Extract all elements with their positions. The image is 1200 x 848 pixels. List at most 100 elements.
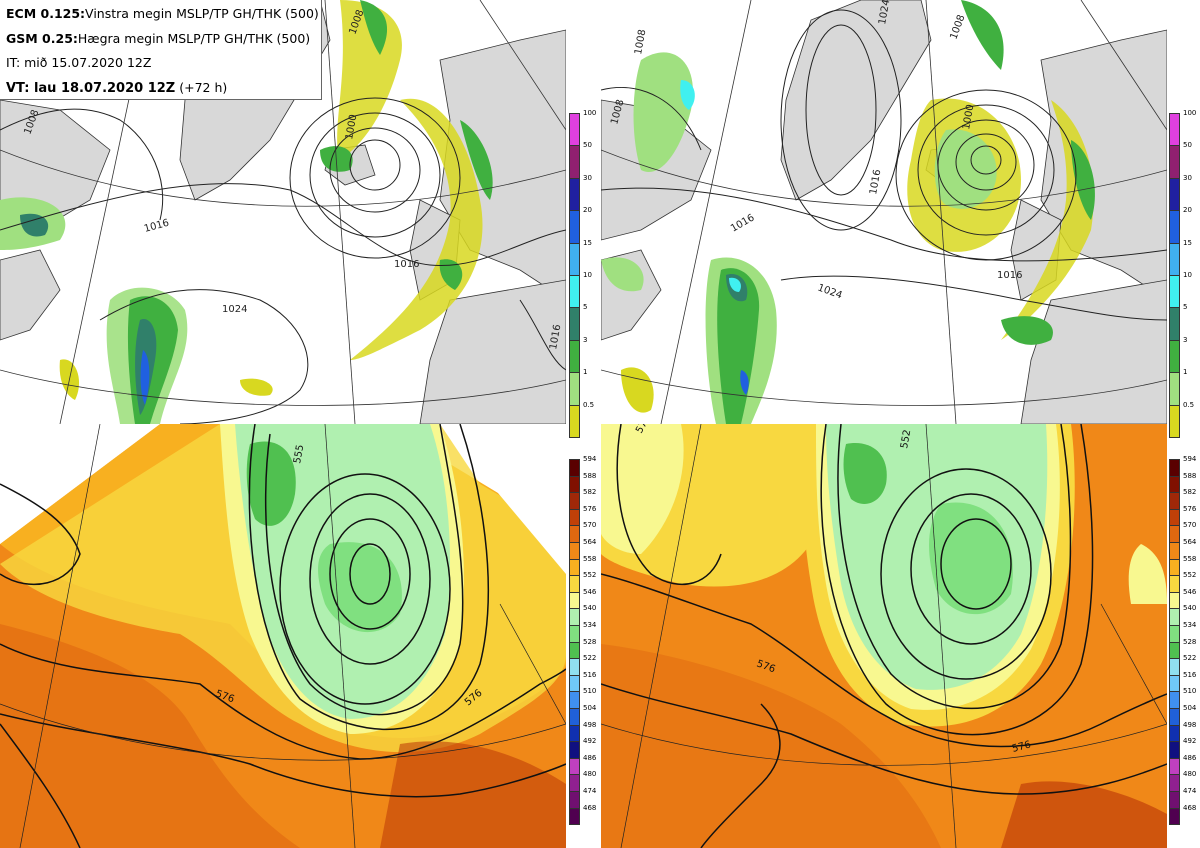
colorbar-label: 1	[1183, 368, 1188, 377]
bottom-right-thickness-map: 552 576 576 576	[601, 424, 1167, 848]
colorbar-label: 15	[583, 238, 592, 247]
colorbar-swatch	[569, 339, 580, 374]
isobar-label: 1000	[961, 104, 976, 131]
precip-colorbar-right: 100 50 30 20 15 10 5 3 1 0.5	[1169, 109, 1199, 438]
colorbar-label: 480	[583, 770, 597, 779]
colorbar-label: 528	[1183, 637, 1197, 646]
colorbar-swatch	[1169, 591, 1180, 610]
colorbar-swatch	[569, 807, 580, 826]
thickness-contour-label: 576	[634, 424, 653, 436]
colorbar-label: 540	[583, 604, 597, 613]
colorbar-swatch	[1169, 177, 1180, 212]
colorbar-label: 534	[583, 621, 597, 629]
colorbar-label: 15	[1183, 238, 1192, 247]
colorbar-label: 100	[583, 109, 597, 117]
colorbar-swatch	[1169, 492, 1180, 510]
colorbar-swatch	[569, 177, 580, 212]
colorbar-swatch	[1169, 658, 1180, 676]
colorbar-swatch	[569, 774, 580, 792]
colorbar-swatch	[569, 475, 580, 494]
colorbar-swatch	[1169, 372, 1180, 406]
colorbar-swatch	[569, 674, 580, 693]
colorbar-label: 510	[583, 687, 597, 696]
colorbar-label: 540	[1183, 604, 1197, 613]
info-line-valid-time: VT: lau 18.07.2020 12Z (+72 h)	[6, 79, 228, 96]
colorbar-label: 504	[583, 704, 597, 712]
colorbar-swatch	[569, 591, 580, 610]
colorbar-swatch	[569, 641, 580, 660]
colorbar-label: 582	[1183, 488, 1197, 497]
isobar-label: 1000	[344, 114, 359, 141]
colorbar-swatch	[1169, 307, 1180, 341]
colorbar-label: 20	[583, 206, 592, 215]
colorbar-label: 576	[1183, 504, 1197, 513]
colorbar-swatch	[569, 307, 580, 341]
colorbar-swatch	[1169, 558, 1180, 577]
colorbar-label: 564	[583, 538, 597, 546]
colorbar-label: 522	[1183, 654, 1197, 663]
colorbar-swatch	[1169, 542, 1180, 560]
colorbar-swatch	[569, 791, 580, 809]
colorbar-label: 0.5	[583, 400, 595, 409]
thickness-colorbar-right: 594 588 582 576 570 564 558 552 546 540 534 528 522 5…	[1169, 455, 1199, 826]
colorbar-label: 50	[1183, 141, 1192, 150]
colorbar-swatch	[1169, 608, 1180, 626]
colorbar-swatch	[569, 608, 580, 626]
panel-divider	[598, 0, 601, 848]
colorbar-label: 546	[1183, 587, 1197, 596]
colorbar-swatch	[1169, 242, 1180, 276]
colorbar-swatch	[1169, 525, 1180, 543]
colorbar-label: 498	[1183, 720, 1197, 729]
colorbar-label: 552	[1183, 571, 1197, 580]
colorbar-swatch	[1169, 275, 1180, 309]
colorbar-label: 3	[583, 335, 588, 344]
colorbar-swatch	[569, 113, 580, 147]
colorbar-swatch	[1169, 724, 1180, 743]
isobar-label: 1016	[394, 259, 419, 270]
colorbar-swatch	[569, 625, 580, 643]
colorbar-label: 594	[583, 455, 597, 463]
colorbar-label: 528	[583, 637, 597, 646]
colorbar-swatch	[569, 691, 580, 709]
colorbar-label: 588	[1183, 471, 1197, 480]
colorbar-label: 0.5	[1183, 400, 1195, 409]
colorbar-swatch	[1169, 791, 1180, 809]
colorbar-label: 570	[1183, 521, 1197, 530]
colorbar-label: 498	[583, 720, 597, 729]
colorbar-swatch	[1169, 774, 1180, 792]
colorbar-label: 10	[1183, 271, 1192, 279]
colorbar-swatch	[569, 210, 580, 244]
colorbar-swatch	[1169, 641, 1180, 660]
colorbar-swatch	[1169, 625, 1180, 643]
colorbar-swatch	[1169, 339, 1180, 374]
colorbar-label: 10	[583, 271, 592, 279]
colorbar-swatch	[1169, 708, 1180, 726]
colorbar-label: 534	[1183, 621, 1197, 629]
colorbar-label: 516	[583, 670, 597, 679]
colorbar-label: 468	[583, 803, 597, 812]
colorbar-label: 100	[1183, 109, 1197, 117]
precip-colorbar-left: 100 50 30 20 15 10 5 3 1 0.5	[569, 109, 599, 438]
colorbar-swatch	[1169, 741, 1180, 759]
isobar-label: 1024	[222, 304, 247, 315]
colorbar-swatch	[1169, 575, 1180, 593]
top-right-mslp-map: 1008 1024 1008 1016 1024 1016 1016 1000 …	[601, 0, 1167, 424]
forecast-info-box: ECM 0.125:Vinstra megin MSLP/TP GH/THK (…	[0, 0, 322, 100]
colorbar-label: 474	[1183, 787, 1197, 795]
colorbar-label: 468	[1183, 803, 1197, 812]
colorbar-label: 576	[583, 504, 597, 513]
colorbar-label: 558	[1183, 554, 1197, 563]
colorbar-swatch	[569, 741, 580, 759]
colorbar-swatch	[569, 372, 580, 406]
colorbar-label: 492	[583, 737, 597, 746]
isobar-label: 1016	[868, 169, 883, 196]
colorbar-label: 522	[583, 654, 597, 663]
colorbar-label: 558	[583, 554, 597, 563]
colorbar-label: 504	[1183, 704, 1197, 712]
colorbar-label: 480	[1183, 770, 1197, 779]
colorbar-label: 3	[1183, 335, 1188, 344]
colorbar-swatch	[1169, 757, 1180, 776]
info-line-ecm: ECM 0.125:Vinstra megin MSLP/TP GH/THK (…	[6, 6, 319, 21]
isobar-label: 1016	[997, 270, 1022, 281]
colorbar-swatch	[569, 242, 580, 276]
